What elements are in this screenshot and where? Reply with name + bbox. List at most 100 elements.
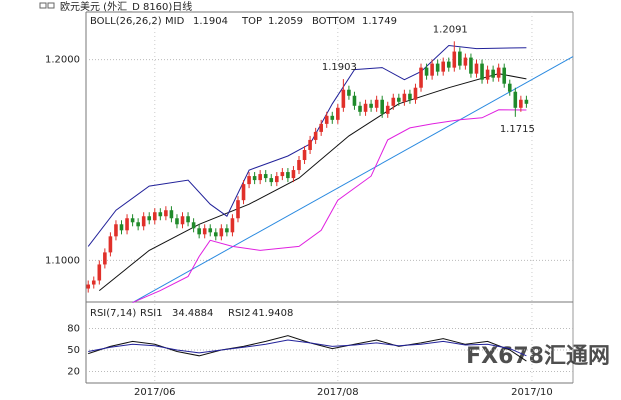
candle-body (225, 228, 229, 233)
candle-body (319, 123, 323, 132)
candle-body (258, 174, 262, 181)
candle-body (385, 105, 390, 114)
candle-body (175, 218, 179, 225)
candle-body (169, 210, 174, 219)
candle-body (330, 115, 335, 120)
trend-line (132, 56, 574, 304)
candle-body (480, 63, 484, 80)
y-tick-label: 1.1000 (45, 255, 80, 266)
candle-body (164, 210, 168, 217)
candle-body (513, 91, 518, 108)
candle-body (275, 176, 279, 183)
candle-body (186, 216, 190, 223)
candle-body (441, 61, 446, 72)
candle-body (91, 280, 96, 285)
candle-body (324, 115, 329, 124)
x-tick-label: 2017/08 (317, 387, 359, 398)
indicator-label: BOLL(26,26,2) (90, 16, 162, 27)
candle-body (114, 224, 118, 237)
annotation: 1.1715 (500, 124, 535, 135)
legend-value: 1.1749 (362, 16, 397, 27)
candle-body (241, 184, 246, 201)
candle-body (474, 63, 479, 74)
candle-body (119, 224, 124, 231)
candle-body (446, 61, 451, 68)
candle-body (291, 170, 296, 179)
legend-name: TOP (241, 16, 262, 27)
candle-body (419, 67, 423, 88)
candle-body (358, 105, 362, 112)
candle-body (130, 218, 135, 223)
candle-body (502, 67, 507, 84)
candle-body (191, 222, 196, 229)
candle-body (86, 284, 91, 289)
candle-body (213, 232, 218, 237)
candle-body (485, 69, 490, 80)
rsi-tick-label: 20 (67, 367, 80, 378)
candle-body (469, 57, 473, 74)
candle-body (269, 178, 274, 183)
candle-body (347, 89, 351, 96)
legend-name: RSI1 (140, 308, 163, 319)
candle-body (103, 252, 107, 265)
candle-body (380, 99, 384, 114)
candle-body (341, 89, 346, 108)
candle-body (463, 57, 468, 66)
legend-value: 1.2059 (268, 16, 303, 27)
candle-body (507, 83, 512, 92)
candle-body (263, 174, 268, 179)
candle-body (297, 160, 301, 171)
candle-body (252, 176, 257, 181)
candle-body (408, 93, 412, 100)
candle-body (458, 51, 462, 66)
candle-body (141, 216, 146, 227)
candle-body (430, 63, 434, 76)
legend-value: 1.1904 (193, 16, 228, 27)
rsi-tick-label: 50 (67, 345, 80, 356)
candle-body (280, 172, 285, 177)
candle-body (491, 69, 495, 78)
candle-body (108, 236, 113, 253)
candle-body (136, 222, 140, 227)
candle-body (158, 212, 163, 217)
candle-body (397, 97, 401, 102)
candle-body (313, 131, 318, 140)
legend-name: BOTTOM (312, 16, 355, 27)
candle-body (152, 212, 157, 221)
band-line (132, 109, 527, 304)
rsi-tick-label: 80 (67, 324, 80, 335)
candle-body (424, 67, 429, 76)
legend-value: 34.4884 (172, 308, 213, 319)
x-tick-label: 2017/06 (134, 387, 176, 398)
candle-body (519, 99, 523, 108)
chart-title: 欧元美元 (外汇_D 8160)日线 (60, 0, 192, 13)
candle-body (524, 99, 529, 104)
y-tick-label: 1.2000 (45, 55, 80, 66)
candle-body (402, 93, 407, 102)
candle-body (286, 172, 290, 179)
candle-body (391, 97, 396, 106)
candle-body (208, 228, 213, 233)
title-icon (47, 2, 55, 9)
legend-name: MID (165, 16, 185, 27)
title-icon (39, 2, 47, 9)
candle-body (147, 216, 152, 221)
candle-body (97, 264, 102, 281)
legend-value: 41.9408 (252, 308, 293, 319)
candle-body (230, 218, 235, 233)
rsi-line (88, 339, 527, 357)
candle-body (219, 228, 224, 237)
candle-body (435, 63, 440, 72)
candle-body (197, 228, 201, 235)
candle-body (236, 200, 240, 219)
band-line (98, 73, 527, 291)
candle-body (363, 103, 368, 112)
candle-body (247, 176, 251, 185)
watermark: FX678汇通网 (466, 344, 610, 369)
candle-body (125, 218, 129, 231)
candle-body (180, 216, 185, 225)
x-tick-label: 2017/10 (511, 387, 553, 398)
candle-body (374, 99, 379, 108)
candle-body (413, 87, 418, 100)
